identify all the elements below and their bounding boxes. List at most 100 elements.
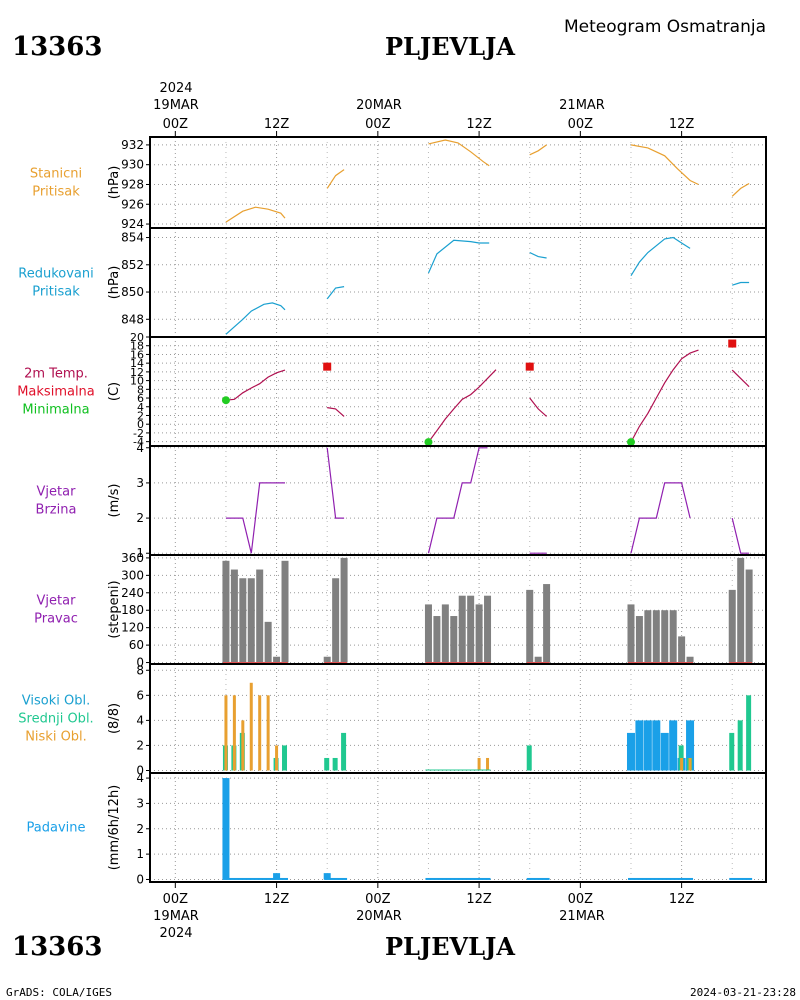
top-tick-label-5: 00Z [568, 117, 594, 132]
wind-dir-bar [247, 578, 255, 663]
low-cloud-bar [266, 695, 270, 771]
panel-label: Stanicni [30, 167, 82, 182]
series-line-4 [529, 251, 547, 259]
series-line-3 [428, 139, 490, 167]
wind-dir-bar [534, 656, 542, 663]
y-tick-label: 930 [121, 158, 144, 172]
wind-dir-bar [433, 616, 441, 663]
series-line-2 [326, 447, 345, 519]
panel-label: Visoki Obl. [22, 694, 90, 709]
y-tick-label: 4 [137, 401, 144, 414]
wind-dir-bar [222, 560, 230, 663]
y-tick-label: 926 [121, 197, 144, 211]
y-tick-label: 240 [121, 586, 144, 600]
mid-cloud-bar [341, 732, 347, 771]
wind-dir-bar [635, 616, 643, 663]
y-tick-label: -2 [133, 427, 144, 440]
wind-dir-bar [627, 604, 635, 663]
wind-dir-bar [728, 589, 736, 663]
panel-unit: (8/8) [107, 703, 122, 734]
panel-unit: (hPa) [107, 266, 122, 300]
bottom-tick-label-3: 00Z [365, 892, 391, 907]
y-tick-label: 16 [130, 348, 144, 361]
time-axis: 00Z 00Z 12Z 12Z 00Z 00Z 12Z 12Z 00Z 00Z 12Z 12Z [163, 117, 695, 907]
wind-dir-bar [441, 604, 449, 663]
wind-dir-bar [686, 656, 694, 663]
mid-cloud-bar [526, 745, 532, 771]
low-cloud-bar [688, 757, 692, 771]
y-tick-label: 6 [136, 688, 144, 702]
y-tick-label: 2 [136, 738, 144, 752]
panel-frame [149, 336, 767, 447]
panel-label: Redukovani [18, 267, 93, 282]
bottom-tick-label-6: 12Z [669, 892, 695, 907]
tmin-marker-3 [626, 438, 635, 447]
precip-bar [323, 873, 331, 880]
y-tick-label: 60 [129, 638, 144, 652]
panel-frame [149, 227, 767, 338]
panel-label: Brzina [36, 503, 77, 518]
y-tick-label: 10 [130, 375, 144, 388]
wind-dir-bar [669, 610, 677, 663]
wind-dir-bar [661, 610, 669, 663]
low-cloud-bar [275, 745, 279, 771]
tmax-marker-2 [525, 362, 534, 371]
series-line-2 [326, 169, 345, 189]
low-cloud-bar [232, 695, 236, 771]
wind-dir-bar [273, 656, 281, 663]
panel-frame [149, 772, 767, 883]
footer-credit: GrADS: COLA/IGES [6, 986, 112, 999]
series-line-1 [225, 206, 286, 223]
wind-dir-bar [332, 578, 340, 663]
top-date-2: 20MAR [356, 98, 402, 113]
panel-label: 2m Temp. [24, 367, 88, 382]
tmin-marker-2 [424, 438, 433, 447]
y-tick-label: 2 [136, 822, 144, 836]
y-tick-label: 360 [121, 551, 144, 565]
low-cloud-bar [486, 757, 490, 771]
panel-1: 924 926 928 930 932 Stanicni Pritisak (hPa) [30, 136, 767, 231]
y-tick-label: 18 [130, 340, 144, 353]
tmin-marker-1 [221, 396, 230, 405]
y-tick-label: 928 [121, 177, 144, 191]
series-line-4 [529, 397, 547, 417]
panel-label: Niski Obl. [25, 730, 87, 745]
station-name-bottom: PLJEVLJA [385, 932, 515, 961]
y-tick-label: 0 [136, 656, 144, 670]
bottom-year: 2024 [159, 926, 192, 941]
panel-label: Pravac [34, 612, 78, 627]
y-tick-label: 1 [136, 546, 144, 560]
series-line-6 [731, 182, 750, 197]
wind-dir-bar [264, 621, 272, 663]
mid-cloud-bar [332, 757, 338, 771]
high-cloud-bar [660, 732, 669, 771]
y-tick-label: -4 [133, 436, 144, 449]
panel-unit: (m/s) [107, 484, 122, 518]
panel-label: Vjetar [37, 485, 77, 500]
panel-label: Maksimalna [17, 385, 95, 400]
station-id-top: 13363 [12, 32, 102, 62]
y-tick-label: 4 [136, 771, 144, 785]
series-line-5 [630, 236, 691, 277]
wind-dir-bar [526, 589, 534, 663]
wind-dir-bar [467, 595, 475, 663]
panel-unit: (stepeni) [107, 580, 122, 638]
wind-dir-bar [678, 636, 686, 663]
y-tick-label: 0 [137, 418, 144, 431]
high-cloud-bar [635, 720, 644, 771]
bottom-date-2: 20MAR [356, 909, 402, 924]
panel-6: 0 2 4 6 8 Visoki Obl. Srednji Obl. Niski Obl. (8… [18, 663, 767, 777]
series-line-2 [326, 286, 345, 300]
series-line-5 [630, 144, 699, 186]
wind-dir-bar [323, 656, 331, 663]
top-tick-label-6: 12Z [669, 117, 695, 132]
chart-subtitle: Meteogram Osmatranja [564, 17, 766, 37]
wind-dir-bar [737, 557, 745, 663]
y-tick-label: 8 [137, 383, 144, 396]
series-line-1 [225, 482, 285, 554]
low-cloud-bar [224, 695, 228, 771]
panel-label: Padavine [27, 821, 86, 836]
station-name-top: PLJEVLJA [385, 32, 515, 61]
